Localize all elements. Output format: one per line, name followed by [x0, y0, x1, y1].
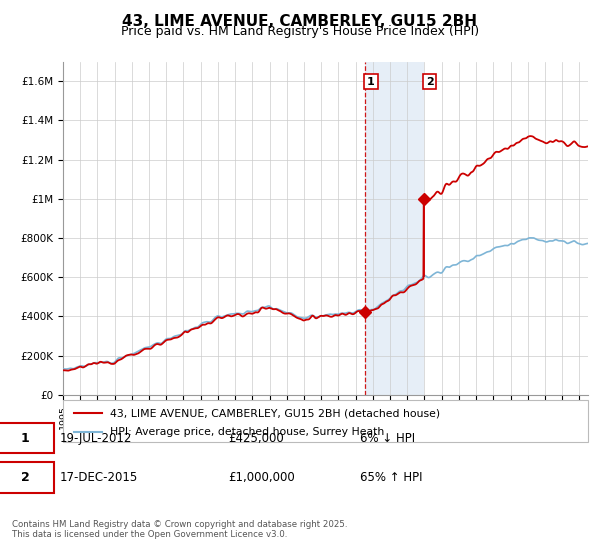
Text: 19-JUL-2012: 19-JUL-2012: [60, 432, 133, 445]
Text: HPI: Average price, detached house, Surrey Heath: HPI: Average price, detached house, Surr…: [110, 427, 385, 437]
Text: 65% ↑ HPI: 65% ↑ HPI: [360, 471, 422, 484]
Text: 2: 2: [21, 471, 29, 484]
Text: Price paid vs. HM Land Registry's House Price Index (HPI): Price paid vs. HM Land Registry's House …: [121, 25, 479, 38]
Text: 1: 1: [367, 77, 375, 87]
FancyBboxPatch shape: [63, 400, 588, 442]
Text: 1: 1: [21, 432, 29, 445]
FancyBboxPatch shape: [0, 462, 54, 493]
Text: 43, LIME AVENUE, CAMBERLEY, GU15 2BH (detached house): 43, LIME AVENUE, CAMBERLEY, GU15 2BH (de…: [110, 408, 440, 418]
Text: £1,000,000: £1,000,000: [228, 471, 295, 484]
Bar: [365, 62, 424, 395]
Text: £425,000: £425,000: [228, 432, 284, 445]
FancyBboxPatch shape: [0, 423, 54, 454]
Text: Contains HM Land Registry data © Crown copyright and database right 2025.
This d: Contains HM Land Registry data © Crown c…: [12, 520, 347, 539]
Text: 17-DEC-2015: 17-DEC-2015: [60, 471, 138, 484]
Text: 6% ↓ HPI: 6% ↓ HPI: [360, 432, 415, 445]
Text: 43, LIME AVENUE, CAMBERLEY, GU15 2BH: 43, LIME AVENUE, CAMBERLEY, GU15 2BH: [122, 14, 478, 29]
Text: 2: 2: [426, 77, 434, 87]
